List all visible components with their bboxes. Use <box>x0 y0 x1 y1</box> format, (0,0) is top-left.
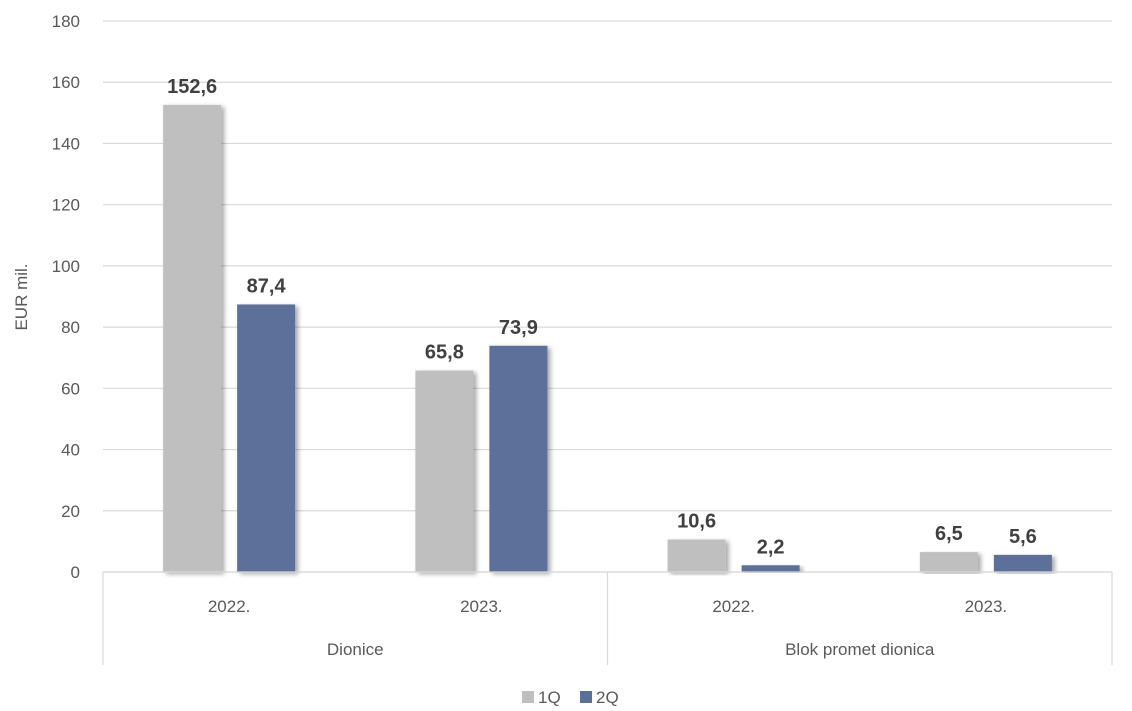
bar-1q <box>919 552 978 572</box>
bar-1q <box>163 104 222 572</box>
y-tick-label: 60 <box>61 379 80 398</box>
bar-1q <box>667 539 726 572</box>
bars <box>163 104 1052 572</box>
bar-2q <box>489 345 548 572</box>
data-label: 73,9 <box>499 317 538 339</box>
y-tick-label: 160 <box>52 73 80 92</box>
x-tick-label: 2022. <box>712 597 755 616</box>
data-label: 2,2 <box>757 536 785 558</box>
y-tick-label: 180 <box>52 12 80 31</box>
x-tick-label: 2023. <box>460 597 503 616</box>
x-group-label: Dionice <box>327 640 384 659</box>
y-tick-label: 40 <box>61 441 80 460</box>
data-label: 87,4 <box>247 275 287 297</box>
y-tick-label: 0 <box>71 563 80 582</box>
legend-label: 2Q <box>596 688 619 707</box>
bar-2q <box>993 554 1052 572</box>
data-labels: 152,6 87,4 65,8 73,9 10,6 2,2 6,5 5,6 <box>167 76 1037 558</box>
bar-2q <box>237 304 296 572</box>
data-label: 65,8 <box>425 342 464 364</box>
y-tick-label: 120 <box>52 196 80 215</box>
data-label: 5,6 <box>1009 526 1037 548</box>
x-tick-label: 2023. <box>965 597 1008 616</box>
legend-swatch <box>522 691 534 703</box>
y-tick-label: 80 <box>61 318 80 337</box>
y-axis-ticks: 0 20 40 60 80 100 120 140 160 180 <box>52 12 80 582</box>
legend-swatch <box>580 691 592 703</box>
data-label: 6,5 <box>935 523 963 545</box>
x-axis: 2022. 2023. Dionice 2022. 2023. Blok promet d… <box>102 571 1113 665</box>
x-group-label: Blok promet dionica <box>785 640 935 659</box>
legend-label: 1Q <box>538 688 561 707</box>
y-tick-label: 100 <box>52 257 80 276</box>
y-axis-label: EUR mil. <box>12 263 31 330</box>
y-tick-label: 140 <box>52 134 80 153</box>
legend: 1Q 2Q <box>522 688 619 707</box>
data-label: 152,6 <box>167 76 217 98</box>
bar-1q <box>415 370 474 572</box>
data-label: 10,6 <box>677 511 716 533</box>
bar-2q <box>741 565 800 572</box>
x-tick-label: 2022. <box>208 597 251 616</box>
y-tick-label: 20 <box>61 502 80 521</box>
